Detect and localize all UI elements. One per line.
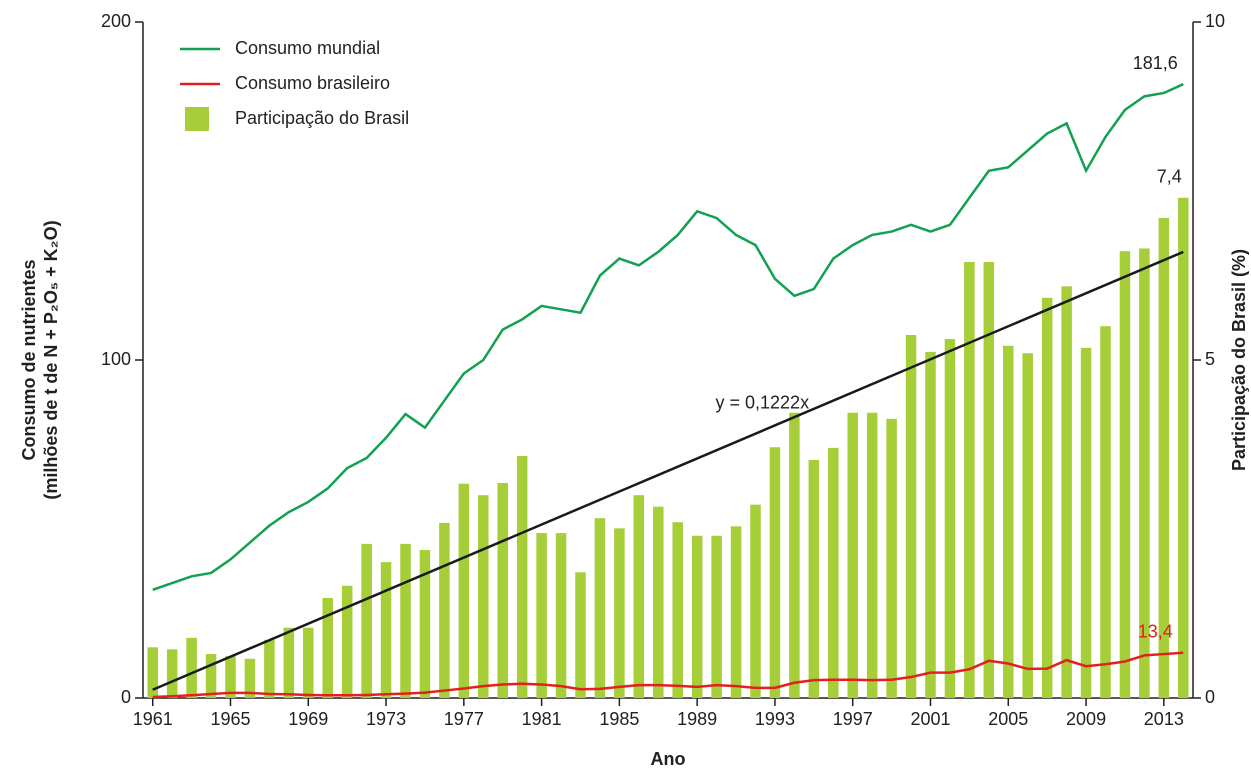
bar (166, 649, 178, 698)
bar (458, 483, 470, 698)
bar (1003, 345, 1014, 698)
x-tick-label: 1985 (599, 709, 639, 729)
bar (886, 418, 897, 698)
bar (225, 656, 236, 698)
bar (1041, 297, 1053, 698)
legend-label: Consumo brasileiro (235, 73, 390, 93)
bar (594, 518, 606, 698)
bar (1100, 326, 1111, 698)
bar (633, 495, 645, 698)
bar (400, 543, 411, 698)
bar (866, 412, 878, 698)
data-label: 181,6 (1133, 53, 1178, 73)
bar (1022, 353, 1033, 698)
bar (1080, 347, 1092, 698)
bar (419, 549, 431, 698)
x-tick-label: 1981 (522, 709, 562, 729)
bar (303, 627, 314, 698)
bar (1061, 286, 1072, 698)
bar (439, 522, 450, 698)
bar (147, 647, 158, 698)
bar (847, 412, 858, 698)
bar (1178, 197, 1189, 698)
bar (264, 639, 275, 698)
bar (925, 351, 936, 698)
y-axis-title: Consumo de nutrientes (19, 259, 39, 460)
bar (341, 585, 353, 698)
bar (322, 597, 333, 698)
data-label: 13,4 (1138, 621, 1173, 641)
bar (516, 455, 528, 698)
x-axis-title: Ano (651, 749, 686, 769)
bar (575, 572, 586, 698)
bar (380, 562, 392, 698)
bar (711, 535, 722, 698)
bar (750, 504, 761, 698)
line (152, 651, 1184, 699)
bar (653, 506, 664, 698)
bar (769, 447, 781, 698)
x-tick-label: 1997 (833, 709, 873, 729)
x-tick-label: 1973 (366, 709, 406, 729)
x-tick-label: 1969 (288, 709, 328, 729)
x-tick-label: 1993 (755, 709, 795, 729)
bar (478, 495, 489, 698)
bar (964, 261, 975, 698)
bar (905, 334, 917, 698)
data-label: 7,4 (1157, 167, 1182, 187)
bar (1119, 251, 1131, 698)
y-tick-label: 0 (121, 687, 131, 707)
y2-tick-label: 0 (1205, 687, 1215, 707)
x-tick-label: 1965 (210, 709, 250, 729)
y2-tick-label: 10 (1205, 11, 1225, 31)
legend-label: Consumo mundial (235, 38, 380, 58)
bar (691, 535, 703, 698)
x-tick-label: 1977 (444, 709, 484, 729)
bar (361, 543, 372, 698)
bar (283, 627, 295, 698)
bar (789, 412, 800, 698)
bar (983, 261, 995, 698)
bar (555, 533, 567, 698)
trendline (152, 250, 1184, 691)
bar (1139, 248, 1150, 698)
y-axis-title: (milhões de t de N + P₂O₅ + K₂O) (41, 220, 61, 499)
y2-axis-title: Participação do Brasil (%) (1229, 249, 1249, 471)
x-tick-label: 1961 (133, 709, 173, 729)
line (152, 83, 1184, 592)
bar (828, 447, 839, 698)
legend-label: Participação do Brasil (235, 108, 409, 128)
bar (672, 522, 683, 698)
bar (730, 526, 742, 698)
bar (536, 533, 547, 698)
x-tick-label: 2005 (988, 709, 1028, 729)
bar (497, 483, 508, 698)
x-tick-label: 2009 (1066, 709, 1106, 729)
bar (808, 460, 820, 698)
x-tick-label: 2013 (1144, 709, 1184, 729)
y2-tick-label: 5 (1205, 349, 1215, 369)
trendline-label: y = 0,1222x (716, 392, 810, 412)
legend-swatch (185, 107, 209, 131)
x-tick-label: 2001 (910, 709, 950, 729)
y-tick-label: 200 (101, 11, 131, 31)
bar (1158, 218, 1170, 699)
bar (944, 339, 956, 698)
bar (186, 637, 197, 698)
y-tick-label: 100 (101, 349, 131, 369)
bar (205, 654, 217, 698)
bar (244, 658, 256, 698)
bar (614, 528, 625, 698)
x-tick-label: 1989 (677, 709, 717, 729)
